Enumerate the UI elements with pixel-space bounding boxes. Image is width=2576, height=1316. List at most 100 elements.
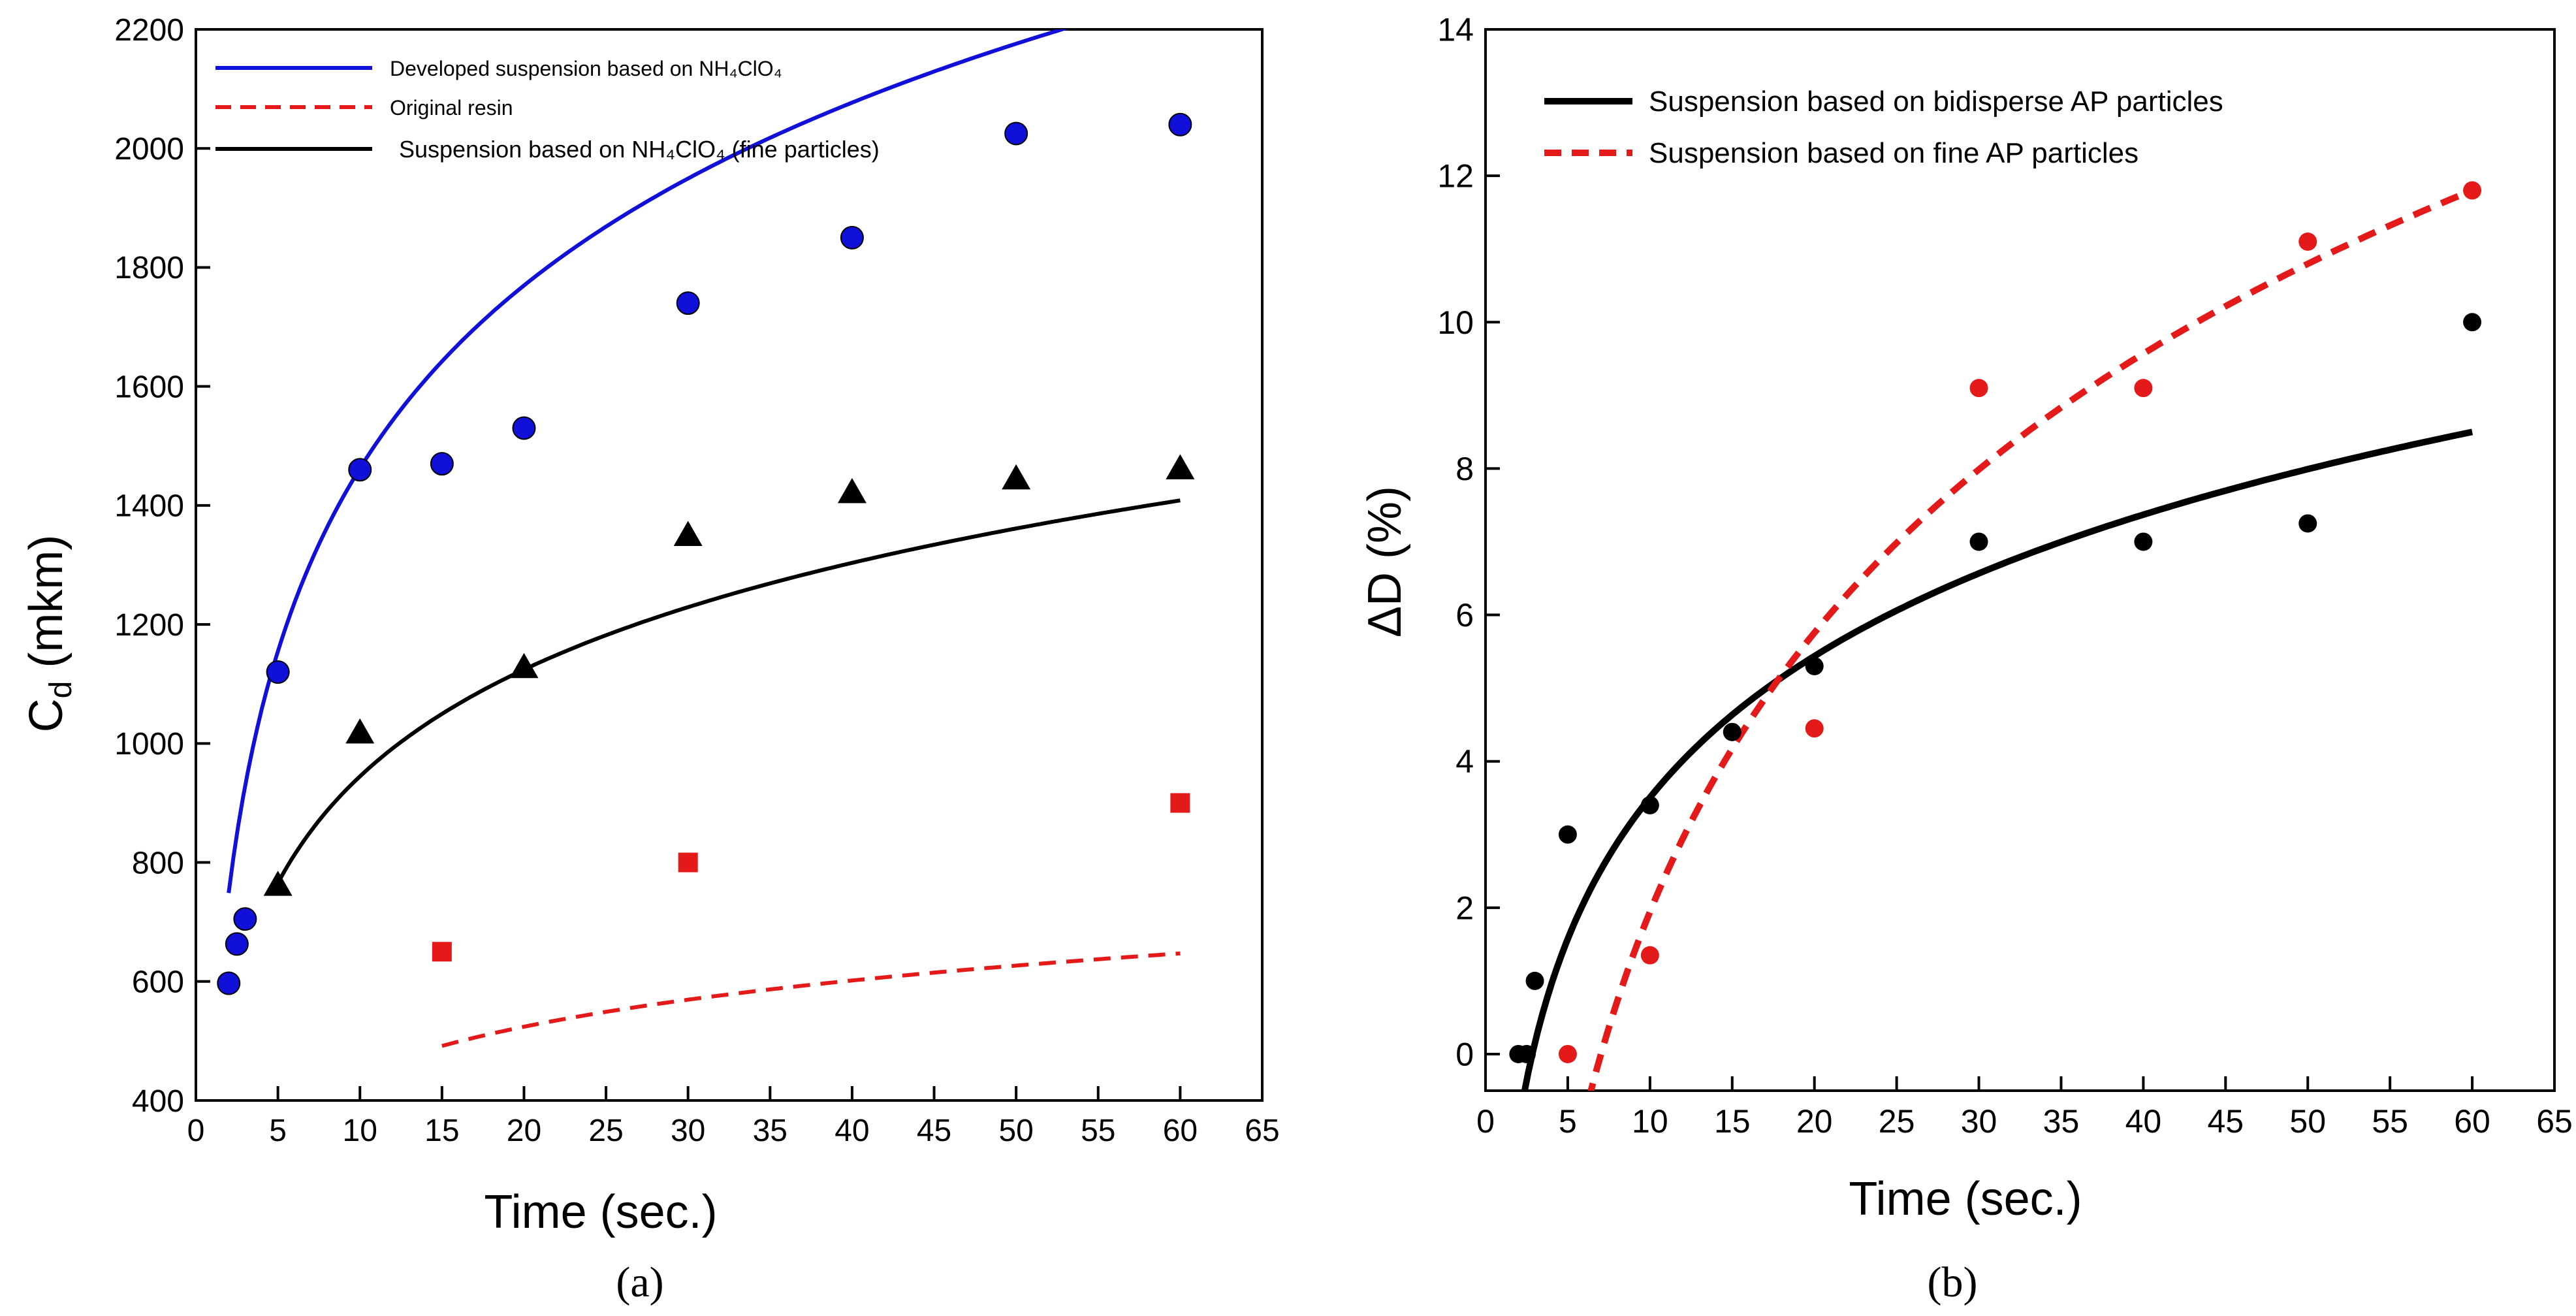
y-tick-label: 1200	[114, 608, 184, 643]
chart-a-points	[217, 112, 1195, 995]
y-tick-label: 6	[1455, 597, 1474, 634]
fit-line-series-3	[276, 498, 1181, 884]
fit-line-series-2	[1587, 187, 2473, 1091]
y-tick-label: 2	[1455, 890, 1474, 926]
chart-b-ticks: 0 5 10 15 20 25 30 35 40 45 50 55 60 65 0 2 4 6 8 10 12 14	[1437, 12, 2572, 1140]
x-tick-label: 50	[2289, 1103, 2326, 1140]
x-tick-label: 20	[507, 1114, 541, 1148]
chart-b-xlabel: Time (sec.)	[1849, 1173, 2082, 1225]
x-tick-label: 35	[2043, 1103, 2080, 1140]
panel-a-label: (a)	[616, 1259, 663, 1306]
y-tick-label: 8	[1455, 451, 1474, 487]
y-tick-label: 2000	[114, 132, 184, 167]
x-tick-label: 0	[187, 1114, 205, 1148]
legend-b-label-2: Suspension based on fine AP particles	[1649, 137, 2139, 169]
panel-b-label: (b)	[1928, 1259, 1978, 1306]
chart-a-fit-lines	[227, 29, 1181, 1048]
y-tick-label: 400	[132, 1084, 184, 1119]
legend-a-label-3: Suspension based on NH₄ClO₄ (fine partic…	[399, 136, 880, 163]
data-point-series-1	[1525, 971, 1544, 990]
x-tick-label: 40	[2125, 1103, 2162, 1140]
x-tick-label: 15	[1714, 1103, 1751, 1140]
data-point-series-1	[1723, 722, 1741, 741]
chart-a-ticks: 0 5 10 15 20 25 30 35 40 45 50 55 60 65 400 600 800 1000 1…	[114, 13, 1279, 1148]
data-point-series-1	[2134, 532, 2153, 551]
x-tick-label: 65	[1245, 1114, 1279, 1148]
x-tick-label: 5	[269, 1114, 287, 1148]
x-tick-label: 40	[835, 1114, 869, 1148]
data-point-series-1	[1168, 112, 1192, 136]
data-point-series-2	[432, 942, 452, 962]
y-tick-label: 1400	[114, 489, 184, 524]
x-tick-label: 5	[1559, 1103, 1577, 1140]
x-tick-label: 0	[1476, 1103, 1495, 1140]
chart-b-frame	[1484, 28, 2556, 1092]
x-tick-label: 30	[1961, 1103, 1997, 1140]
x-tick-label: 25	[1879, 1103, 1915, 1140]
fit-line-series-1	[227, 29, 1069, 893]
y-tick-label: 14	[1437, 12, 1474, 48]
x-tick-label: 45	[2207, 1103, 2244, 1140]
data-point-series-2	[1969, 379, 1988, 398]
data-point-series-1	[266, 660, 290, 684]
data-point-series-2	[1170, 793, 1190, 813]
data-point-series-3	[1002, 464, 1031, 490]
data-point-series-2	[2134, 379, 2153, 398]
data-point-series-1	[348, 458, 372, 482]
data-point-series-1	[1969, 532, 1988, 551]
data-point-series-1	[2463, 313, 2482, 332]
x-tick-label: 45	[917, 1114, 951, 1148]
data-point-series-1	[1558, 825, 1577, 844]
y-tick-label: 10	[1437, 304, 1474, 341]
x-tick-label: 65	[2536, 1103, 2573, 1140]
data-point-series-2	[2463, 181, 2482, 200]
data-point-series-1	[1004, 121, 1028, 146]
legend-a-label-2: Original resin	[390, 96, 513, 120]
data-point-series-1	[1640, 795, 1659, 814]
chart-a-xlabel: Time (sec.)	[484, 1186, 717, 1238]
data-point-series-1	[217, 971, 241, 995]
chart-a-ylabel-main: C	[20, 698, 72, 732]
y-tick-label: 2200	[114, 13, 184, 48]
data-point-series-1	[430, 452, 454, 476]
data-point-series-2	[1558, 1044, 1577, 1063]
data-point-series-1	[225, 932, 249, 956]
data-point-series-1	[1517, 1044, 1536, 1063]
chart-a-ylabel-sub: d	[44, 681, 78, 699]
data-point-series-3	[837, 477, 867, 504]
data-point-series-2	[1640, 946, 1659, 965]
chart-b: 0 5 10 15 20 25 30 35 40 45 50 55 60 65 0 2 4 6 8 10 12 14 Su…	[1359, 12, 2573, 1307]
data-point-series-1	[1805, 657, 1824, 675]
y-tick-label: 0	[1455, 1036, 1474, 1072]
x-tick-label: 10	[343, 1114, 377, 1148]
fit-line-series-2	[441, 951, 1181, 1048]
x-tick-label: 50	[998, 1114, 1033, 1148]
x-tick-label: 60	[2454, 1103, 2490, 1140]
data-point-series-1	[840, 225, 864, 249]
x-tick-label: 60	[1163, 1114, 1198, 1148]
y-tick-label: 1800	[114, 251, 184, 285]
data-point-series-3	[509, 652, 539, 679]
data-point-series-1	[676, 291, 700, 315]
data-point-series-1	[233, 907, 257, 931]
y-tick-label: 600	[132, 965, 184, 1000]
chart-a-legend: Developed suspension based on NH₄ClO₄ Or…	[215, 57, 880, 163]
y-tick-label: 1000	[114, 727, 184, 762]
x-tick-label: 55	[2372, 1103, 2408, 1140]
legend-a-label-1: Developed suspension based on NH₄ClO₄	[390, 57, 782, 80]
y-tick-label: 4	[1455, 743, 1474, 780]
x-tick-label: 20	[1796, 1103, 1833, 1140]
y-tick-label: 1600	[114, 370, 184, 404]
chart-b-legend: Suspension based on bidisperse AP partic…	[1544, 86, 2223, 169]
x-tick-label: 30	[671, 1114, 705, 1148]
x-tick-label: 35	[753, 1114, 787, 1148]
data-point-series-3	[673, 521, 703, 546]
y-tick-label: 800	[132, 846, 184, 880]
chart-a-frame	[195, 28, 1264, 1102]
data-point-series-1	[512, 416, 536, 440]
x-tick-label: 55	[1081, 1114, 1115, 1148]
chart-b-points	[1509, 181, 2482, 1063]
data-point-series-2	[1805, 719, 1824, 738]
x-tick-label: 10	[1632, 1103, 1668, 1140]
